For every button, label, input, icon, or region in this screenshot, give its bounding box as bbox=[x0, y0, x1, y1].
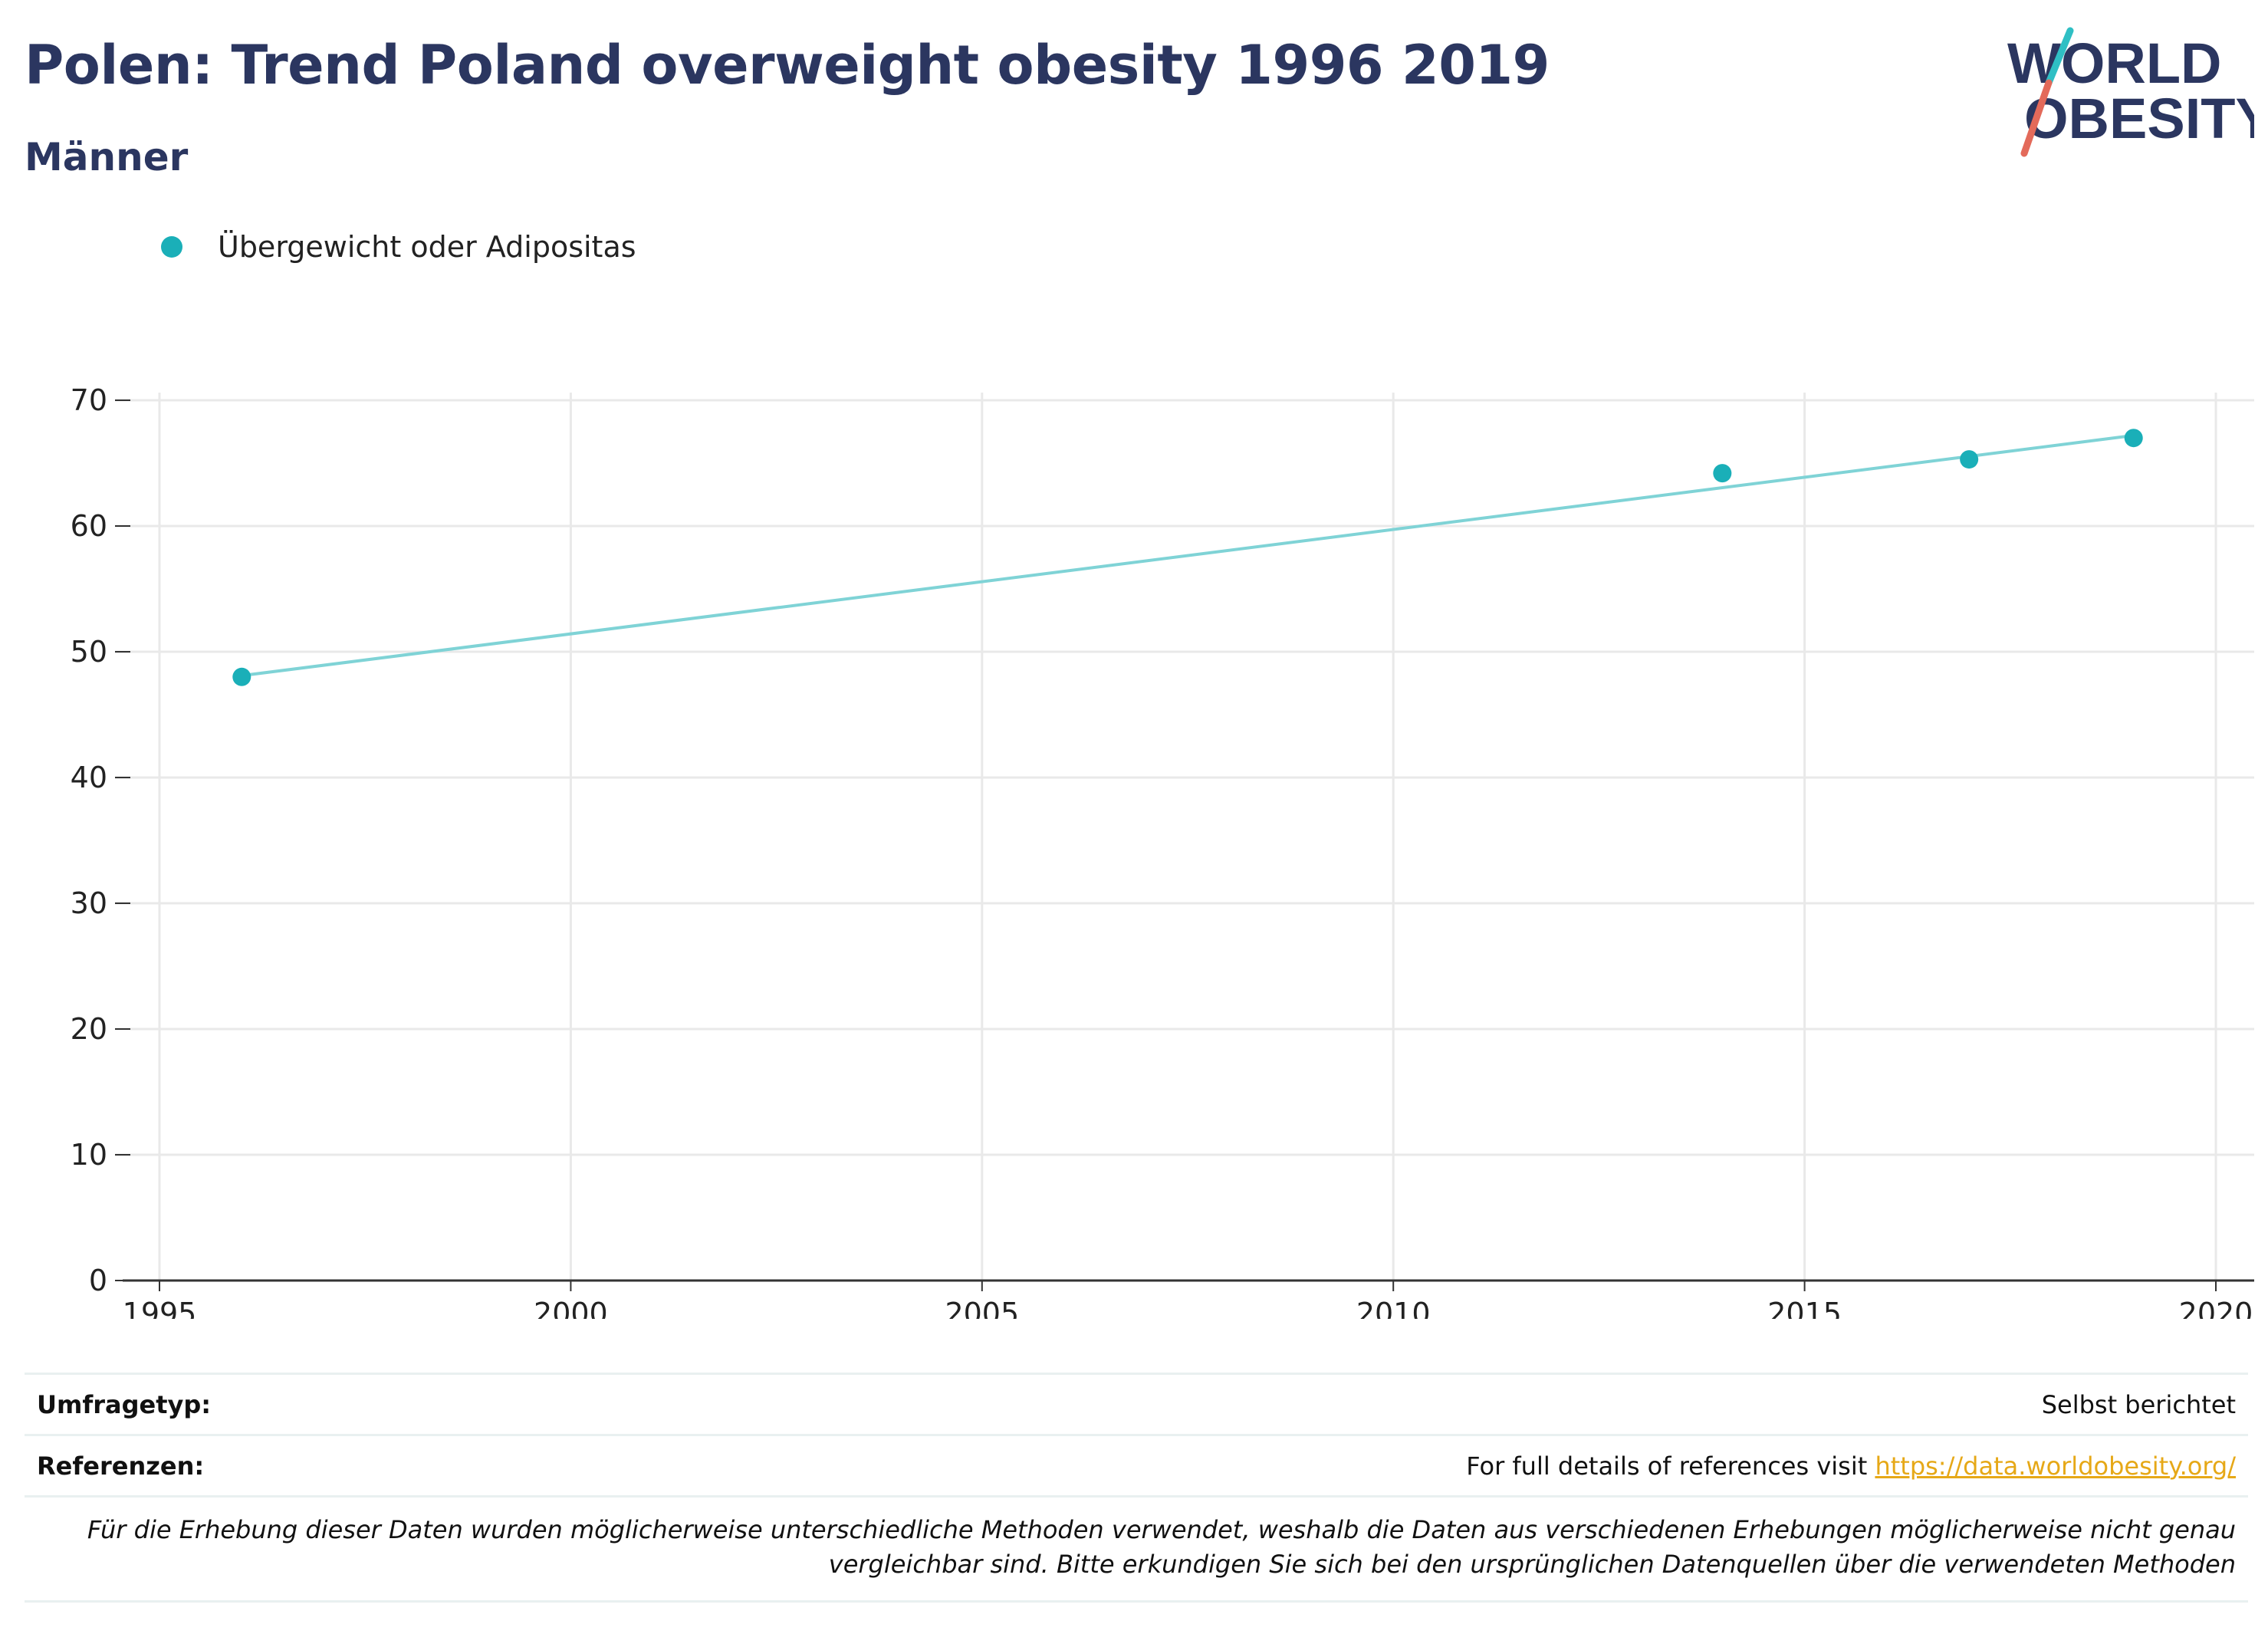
disclaimer-line-1: Für die Erhebung dieser Daten wurden mög… bbox=[87, 1515, 2236, 1544]
data-point bbox=[2124, 429, 2143, 448]
axes bbox=[115, 399, 2254, 1291]
disclaimer-line-2: vergleichbar sind. Bitte erkundigen Sie … bbox=[828, 1549, 2236, 1579]
references-text-wrap: For full details of references visit htt… bbox=[1466, 1452, 2236, 1481]
y-tick-label: 70 bbox=[71, 383, 107, 417]
tick-labels: 0 10 20 30 40 50 60 70 1995 2000 2005 2010 2015 2020 bbox=[71, 383, 2253, 1319]
survey-type-value: Selbst berichtet bbox=[2041, 1389, 2236, 1419]
y-tick-label: 30 bbox=[71, 886, 107, 920]
x-tick-label: 1995 bbox=[123, 1297, 197, 1319]
y-tick-label: 10 bbox=[71, 1138, 107, 1172]
references-label: Referenzen: bbox=[37, 1451, 205, 1481]
x-tick-label: 2000 bbox=[534, 1297, 608, 1319]
svg-text:OBESITY: OBESITY bbox=[2024, 87, 2254, 150]
grid bbox=[115, 393, 2254, 1281]
methodology-disclaimer: Für die Erhebung dieser Daten wurden mög… bbox=[25, 1495, 2248, 1603]
y-tick-label: 50 bbox=[71, 635, 107, 669]
references-row: Referenzen: For full details of referenc… bbox=[25, 1434, 2248, 1495]
data-point bbox=[232, 667, 251, 686]
data-point bbox=[1960, 450, 1979, 469]
svg-text:WORLD: WORLD bbox=[2007, 31, 2222, 95]
chart-footer: Umfragetyp: Selbst berichtet Referenzen:… bbox=[25, 1373, 2248, 1603]
survey-type-label: Umfragetyp: bbox=[37, 1389, 212, 1419]
scatter-chart: 0 10 20 30 40 50 60 70 1995 2000 2005 2010 2015 2020 bbox=[71, 383, 2254, 1319]
y-tick-label: 40 bbox=[71, 761, 107, 794]
survey-type-row: Umfragetyp: Selbst berichtet bbox=[25, 1373, 2248, 1434]
x-tick-label: 2005 bbox=[945, 1297, 1019, 1319]
x-tick-label: 2020 bbox=[2179, 1297, 2253, 1319]
trendline bbox=[242, 433, 2134, 678]
y-tick-label: 60 bbox=[71, 509, 107, 543]
y-tick-label: 0 bbox=[89, 1264, 107, 1297]
x-tick-label: 2010 bbox=[1356, 1297, 1431, 1319]
legend: Übergewicht oder Adipositas bbox=[161, 230, 636, 264]
data-points bbox=[232, 429, 2143, 686]
world-obesity-logo: WORLD OBESITY bbox=[2007, 27, 2254, 157]
chart-subtitle: Männer bbox=[25, 135, 189, 179]
data-point bbox=[1713, 464, 1732, 483]
x-tick-label: 2015 bbox=[1767, 1297, 1842, 1319]
references-text: For full details of references visit bbox=[1466, 1451, 1875, 1481]
legend-label: Übergewicht oder Adipositas bbox=[218, 230, 636, 264]
legend-marker-icon bbox=[161, 236, 182, 258]
y-tick-label: 20 bbox=[71, 1012, 107, 1046]
references-link[interactable]: https://data.worldobesity.org/ bbox=[1875, 1451, 2236, 1481]
trendline-path bbox=[242, 433, 2134, 678]
chart-title: Polen: Trend Poland overweight obesity 1… bbox=[25, 34, 1550, 97]
